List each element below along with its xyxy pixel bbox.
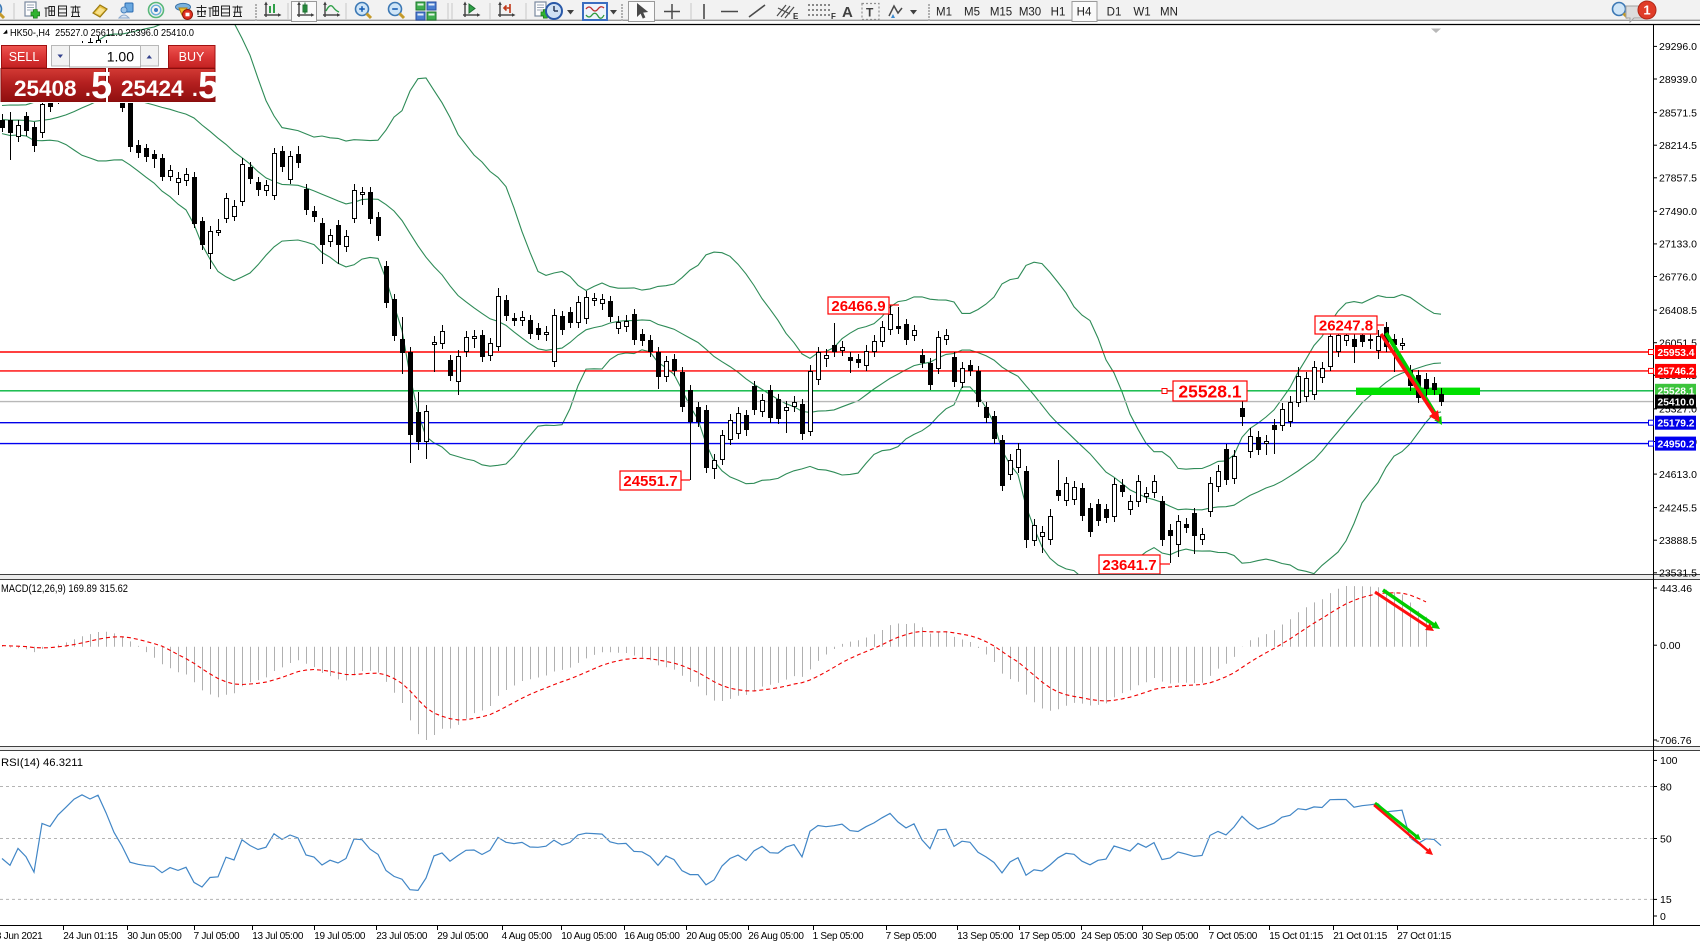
svg-text:-706.76: -706.76 <box>1656 735 1692 747</box>
svg-text:27490.0: 27490.0 <box>1659 206 1697 218</box>
svg-text:21 Oct 01:15: 21 Oct 01:15 <box>1333 931 1387 942</box>
svg-text:23531.5: 23531.5 <box>1659 568 1697 580</box>
svg-text:0: 0 <box>1660 911 1666 923</box>
svg-text:23888.5: 23888.5 <box>1659 535 1697 547</box>
svg-text:24 Sep 05:00: 24 Sep 05:00 <box>1081 931 1138 942</box>
svg-text:24551.7: 24551.7 <box>623 473 677 490</box>
svg-text:25528.1: 25528.1 <box>1178 381 1242 401</box>
svg-text:29 Jul 05:00: 29 Jul 05:00 <box>437 931 489 942</box>
svg-text:BUY: BUY <box>179 50 205 64</box>
svg-text:26466.9: 26466.9 <box>831 298 885 315</box>
svg-text:3 Jun 2021: 3 Jun 2021 <box>0 931 43 942</box>
svg-text:443.46: 443.46 <box>1660 583 1692 595</box>
svg-text:7 Sep 05:00: 7 Sep 05:00 <box>886 931 937 942</box>
svg-text:23641.7: 23641.7 <box>1102 557 1156 574</box>
svg-text:24950.2: 24950.2 <box>1658 439 1695 450</box>
svg-text:28214.5: 28214.5 <box>1659 140 1697 152</box>
svg-text:50: 50 <box>1660 833 1672 845</box>
svg-text:29296.0: 29296.0 <box>1659 41 1697 53</box>
svg-text:100: 100 <box>1660 755 1678 767</box>
svg-text:M30: M30 <box>1019 7 1041 19</box>
svg-text:28939.0: 28939.0 <box>1659 74 1697 86</box>
svg-text:27133.0: 27133.0 <box>1659 239 1697 251</box>
svg-text:24 Jun 01:15: 24 Jun 01:15 <box>63 931 118 942</box>
svg-text:MN: MN <box>1160 7 1178 19</box>
svg-text:25746.2: 25746.2 <box>1658 367 1695 378</box>
svg-text:26 Aug 05:00: 26 Aug 05:00 <box>748 931 804 942</box>
svg-text:H4: H4 <box>1077 7 1092 19</box>
svg-text:30 Jun 05:00: 30 Jun 05:00 <box>127 931 182 942</box>
svg-text:25424: 25424 <box>121 76 184 101</box>
svg-text:5: 5 <box>91 65 112 107</box>
svg-text:26408.5: 26408.5 <box>1659 305 1697 317</box>
svg-text:25179.2: 25179.2 <box>1658 419 1695 430</box>
svg-text:25953.4: 25953.4 <box>1658 348 1695 359</box>
svg-text:SELL: SELL <box>9 50 40 64</box>
svg-text:F: F <box>831 12 836 21</box>
svg-text:M1: M1 <box>936 7 952 19</box>
svg-text:1.00: 1.00 <box>107 49 134 65</box>
svg-text:23 Jul 05:00: 23 Jul 05:00 <box>376 931 428 942</box>
svg-text:4 Aug 05:00: 4 Aug 05:00 <box>502 931 553 942</box>
svg-text:27857.5: 27857.5 <box>1659 173 1697 185</box>
svg-text:H1: H1 <box>1051 7 1066 19</box>
svg-text:HK50-,H4 25527.0 25611.0 2539: HK50-,H4 25527.0 25611.0 25396.0 25410.0 <box>10 27 194 39</box>
svg-text:15 Oct 01:15: 15 Oct 01:15 <box>1269 931 1323 942</box>
svg-text:1: 1 <box>1643 3 1650 18</box>
svg-text:30 Sep 05:00: 30 Sep 05:00 <box>1142 931 1199 942</box>
svg-text:27 Oct 01:15: 27 Oct 01:15 <box>1397 931 1451 942</box>
svg-text:W1: W1 <box>1133 7 1150 19</box>
svg-text:7 Oct 05:00: 7 Oct 05:00 <box>1209 931 1258 942</box>
svg-text:.: . <box>85 78 91 101</box>
svg-text:M15: M15 <box>990 7 1012 19</box>
svg-text:16 Aug 05:00: 16 Aug 05:00 <box>624 931 680 942</box>
svg-text:28571.5: 28571.5 <box>1659 107 1697 119</box>
svg-text:D1: D1 <box>1107 7 1122 19</box>
svg-text:M5: M5 <box>964 7 980 19</box>
svg-text:13 Jul 05:00: 13 Jul 05:00 <box>252 931 304 942</box>
svg-text:26776.0: 26776.0 <box>1659 271 1697 283</box>
svg-text:5: 5 <box>198 65 219 107</box>
svg-text:25408: 25408 <box>14 76 77 101</box>
svg-text:15: 15 <box>1660 894 1672 906</box>
svg-text:7 Jul 05:00: 7 Jul 05:00 <box>194 931 240 942</box>
svg-text:0.00: 0.00 <box>1660 640 1681 652</box>
svg-text:19 Jul 05:00: 19 Jul 05:00 <box>314 931 366 942</box>
svg-text:20 Aug 05:00: 20 Aug 05:00 <box>686 931 742 942</box>
svg-text:E: E <box>793 12 799 21</box>
svg-text:T: T <box>866 6 874 20</box>
svg-text:10 Aug 05:00: 10 Aug 05:00 <box>561 931 617 942</box>
svg-text:26247.8: 26247.8 <box>1319 317 1373 334</box>
svg-text:25528.1: 25528.1 <box>1658 387 1695 398</box>
svg-text:17 Sep 05:00: 17 Sep 05:00 <box>1019 931 1076 942</box>
svg-text:13 Sep 05:00: 13 Sep 05:00 <box>957 931 1014 942</box>
svg-text:24245.5: 24245.5 <box>1659 502 1697 514</box>
svg-text:RSI(14) 46.3211: RSI(14) 46.3211 <box>1 757 83 769</box>
svg-text:.: . <box>192 78 198 101</box>
svg-text:MACD(12,26,9) 169.89 315.62: MACD(12,26,9) 169.89 315.62 <box>1 583 128 595</box>
svg-text:24613.0: 24613.0 <box>1659 469 1697 481</box>
svg-text:1 Sep 05:00: 1 Sep 05:00 <box>813 931 864 942</box>
svg-text:80: 80 <box>1660 781 1672 793</box>
svg-text:25410.0: 25410.0 <box>1658 397 1695 408</box>
svg-text:A: A <box>842 4 853 21</box>
